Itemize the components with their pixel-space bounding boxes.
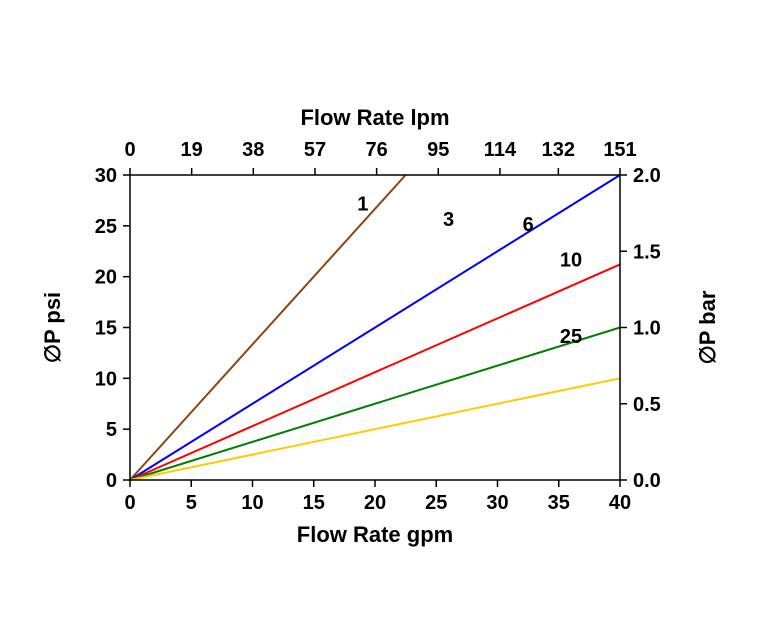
y-right-title: ∅P bar xyxy=(695,290,720,364)
y-right-tick-label: 1.0 xyxy=(633,318,661,340)
series-label-25: 25 xyxy=(560,326,582,348)
x-bottom-tick-label: 0 xyxy=(124,492,135,514)
x-top-tick-label: 38 xyxy=(242,139,264,161)
y-left-title: ∅P psi xyxy=(40,292,65,363)
x-bottom-tick-label: 15 xyxy=(303,492,325,514)
y-right-tick-label: 0.5 xyxy=(633,394,661,416)
x-top-tick-label: 57 xyxy=(304,139,326,161)
x-top-tick-label: 132 xyxy=(542,139,575,161)
x-top-tick-label: 19 xyxy=(181,139,203,161)
x-bottom-tick-label: 30 xyxy=(486,492,508,514)
y-right-tick-label: 0.0 xyxy=(633,470,661,492)
x-top-tick-label: 151 xyxy=(603,139,636,161)
x-top-tick-label: 76 xyxy=(365,139,387,161)
x-bottom-tick-label: 5 xyxy=(186,492,197,514)
y-left-tick-label: 15 xyxy=(95,318,117,340)
x-top-title: Flow Rate lpm xyxy=(300,105,449,130)
x-bottom-tick-label: 40 xyxy=(609,492,631,514)
y-left-tick-label: 0 xyxy=(106,470,117,492)
y-right-tick-label: 1.5 xyxy=(633,241,661,263)
y-left-tick-label: 10 xyxy=(95,368,117,390)
y-left-tick-label: 5 xyxy=(106,419,117,441)
y-left-tick-label: 20 xyxy=(95,267,117,289)
series-label-6: 6 xyxy=(523,214,534,236)
x-top-tick-label: 95 xyxy=(427,139,449,161)
y-right-tick-label: 2.0 xyxy=(633,165,661,187)
y-left-tick-label: 25 xyxy=(95,216,117,238)
x-bottom-tick-label: 10 xyxy=(241,492,263,514)
series-label-10: 10 xyxy=(560,250,582,272)
pressure-drop-chart: 0510152025303540Flow Rate gpm01938577695… xyxy=(0,0,784,642)
x-bottom-tick-label: 25 xyxy=(425,492,447,514)
x-bottom-tick-label: 20 xyxy=(364,492,386,514)
series-label-1: 1 xyxy=(357,194,368,216)
x-top-tick-label: 114 xyxy=(484,139,517,161)
x-bottom-tick-label: 35 xyxy=(548,492,570,514)
x-bottom-title: Flow Rate gpm xyxy=(297,522,453,547)
series-label-3: 3 xyxy=(443,209,454,231)
y-left-tick-label: 30 xyxy=(95,165,117,187)
x-top-tick-label: 0 xyxy=(124,139,135,161)
